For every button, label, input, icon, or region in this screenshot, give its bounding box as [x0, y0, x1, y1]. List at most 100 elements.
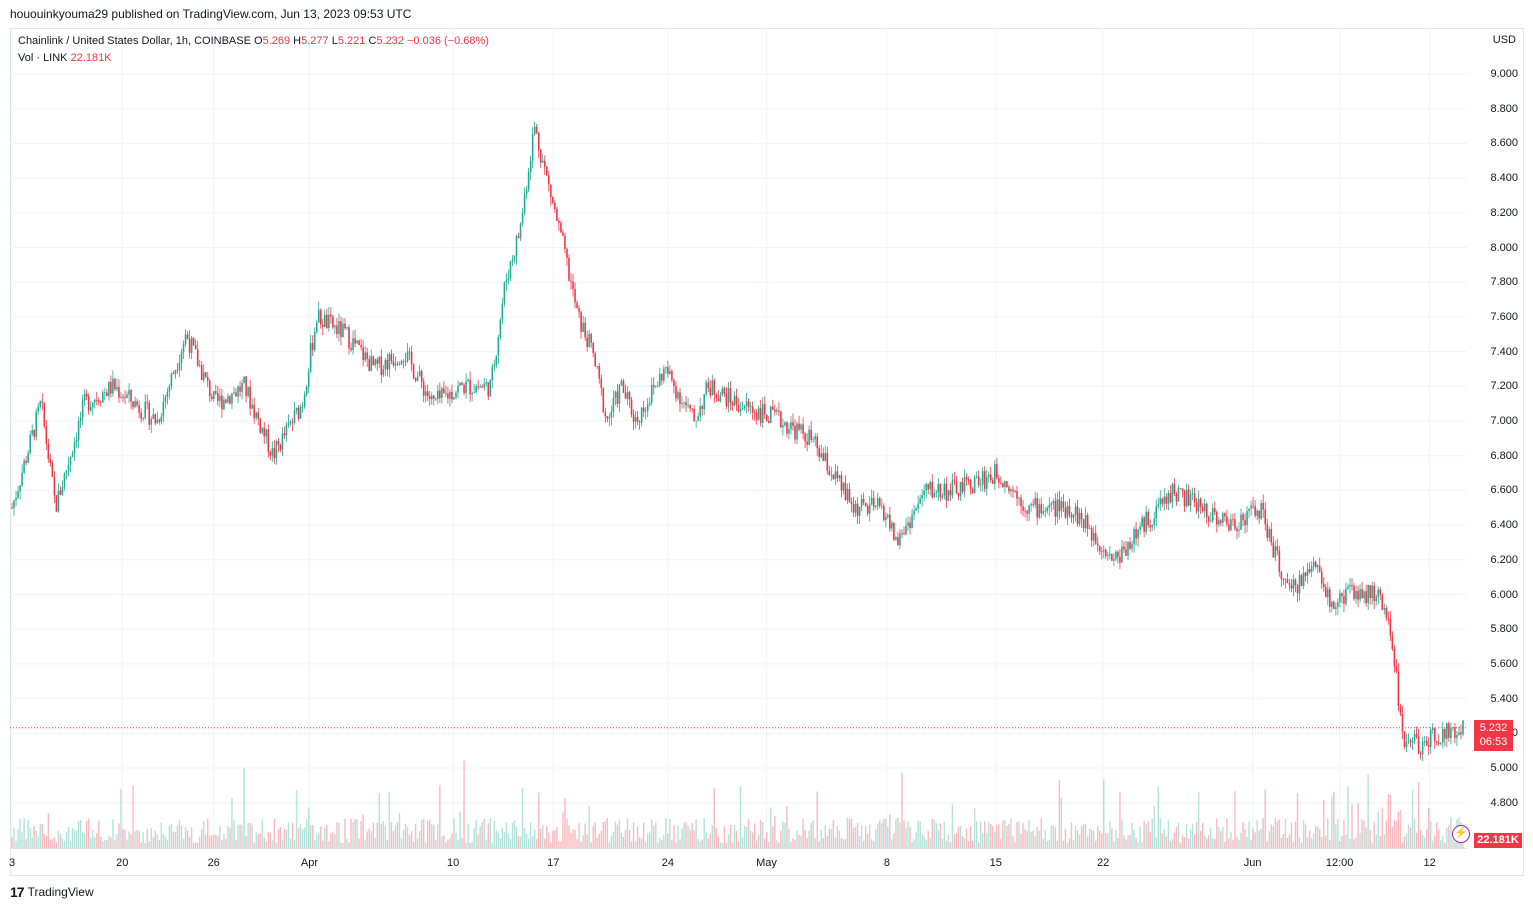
- candle-body: [778, 410, 780, 412]
- candle-body: [652, 385, 655, 387]
- volume-bar: [919, 821, 921, 848]
- candle-body: [449, 391, 451, 399]
- candle-body: [691, 408, 693, 410]
- candle-body: [172, 373, 175, 375]
- candle-body: [247, 387, 249, 396]
- volume-bar: [1191, 823, 1194, 848]
- candle-body: [1333, 601, 1335, 610]
- volume-bar: [1266, 841, 1268, 848]
- candle-body: [703, 394, 706, 410]
- candle-body: [616, 391, 619, 405]
- time-axis[interactable]: 3 20 26 Apr 10 17 24 May 8 15 22 Jun 12:00 12: [9, 848, 1467, 877]
- volume-bar: [665, 818, 667, 848]
- volume-bar: [830, 829, 833, 848]
- volume-bar: [180, 825, 183, 848]
- volume-bar: [620, 832, 623, 848]
- volume-bar: [21, 832, 23, 848]
- volume-bar: [1082, 824, 1085, 848]
- volume-bar: [735, 830, 738, 848]
- candle-body: [1119, 556, 1121, 563]
- volume-bar: [733, 824, 736, 848]
- volume-bar: [1452, 838, 1454, 848]
- candle-body: [388, 354, 391, 370]
- volume-bar: [168, 825, 171, 848]
- volume-bar: [1034, 836, 1036, 848]
- candle-body: [1369, 585, 1371, 599]
- candle-body: [1460, 732, 1462, 735]
- tradingview-logo-icon: 17: [10, 884, 25, 900]
- volume-bar: [370, 831, 372, 848]
- tradingview-brand[interactable]: 17 TradingView: [10, 884, 94, 900]
- symbol-name[interactable]: Chainlink / United States Dollar, 1h, CO…: [18, 35, 251, 47]
- candle-body: [1397, 671, 1400, 706]
- candle-body: [733, 395, 736, 406]
- volume-bar: [963, 838, 966, 848]
- volume-bar: [895, 819, 897, 848]
- price-chart[interactable]: [10, 28, 1467, 848]
- candle-body: [1040, 504, 1043, 514]
- candle-body: [939, 483, 942, 498]
- currency-label[interactable]: USD: [1492, 34, 1516, 46]
- volume-bar: [747, 819, 750, 848]
- candle-body: [243, 376, 245, 383]
- candle-body: [1413, 734, 1416, 741]
- candle-body: [872, 497, 875, 507]
- volume-bar: [842, 839, 845, 848]
- candle-body: [168, 385, 171, 392]
- candle-body: [273, 448, 276, 459]
- volume-bar: [1036, 827, 1038, 848]
- volume-bar: [776, 840, 778, 848]
- volume-bar: [316, 834, 318, 848]
- volume-bar: [1423, 837, 1426, 848]
- volume-bar: [875, 830, 877, 848]
- volume-bar: [71, 827, 74, 848]
- volume-bar: [443, 835, 445, 848]
- candle-body: [75, 440, 78, 443]
- volume-bar: [237, 825, 239, 848]
- volume-bar: [1177, 822, 1180, 848]
- lightning-icon[interactable]: ⚡: [1452, 825, 1470, 843]
- volume-bar: [1314, 826, 1317, 848]
- volume-bar: [1105, 832, 1107, 848]
- volume-bar: [1214, 838, 1216, 848]
- volume-bar: [1173, 832, 1176, 848]
- candle-body: [576, 302, 578, 309]
- candle-body: [1183, 490, 1186, 507]
- volume-bar: [1044, 829, 1046, 848]
- candle-body: [586, 337, 588, 347]
- volume-bar: [505, 822, 508, 848]
- volume-bar: [592, 826, 594, 848]
- volume-bar: [120, 788, 122, 848]
- volume-bar: [301, 829, 304, 848]
- volume-bar: [217, 835, 219, 848]
- candle-body: [1234, 519, 1236, 529]
- volume-bar: [57, 830, 60, 848]
- volume-bar: [854, 827, 857, 848]
- candle-body: [1080, 512, 1083, 520]
- volume-bar: [1413, 818, 1416, 848]
- volume-bar: [259, 833, 261, 848]
- candle-body: [261, 427, 264, 433]
- candle-body: [503, 282, 506, 304]
- volume-bar: [190, 827, 193, 848]
- volume-bar: [844, 839, 847, 848]
- volume-bar: [249, 822, 251, 848]
- volume-bar: [513, 820, 516, 848]
- volume-bar: [877, 823, 879, 848]
- volume-bar: [971, 840, 974, 848]
- price-scale[interactable]: USD 4.8005.0005.2005.4005.6005.8006.0006…: [1467, 28, 1524, 848]
- volume-bar: [47, 813, 50, 848]
- volume-bar: [406, 826, 409, 848]
- volume-bar: [194, 842, 197, 848]
- volume-bar: [1070, 822, 1073, 848]
- candle-body: [905, 525, 907, 535]
- volume-bar: [350, 818, 352, 848]
- volume-bar: [1175, 826, 1178, 848]
- candle-body: [885, 516, 887, 521]
- candle-body: [1276, 546, 1279, 551]
- volume-bar: [1111, 828, 1113, 848]
- volume-label[interactable]: Vol · LINK: [18, 52, 68, 64]
- volume-bar: [618, 819, 621, 848]
- volume-bar: [200, 828, 203, 848]
- candle-body: [1238, 529, 1240, 531]
